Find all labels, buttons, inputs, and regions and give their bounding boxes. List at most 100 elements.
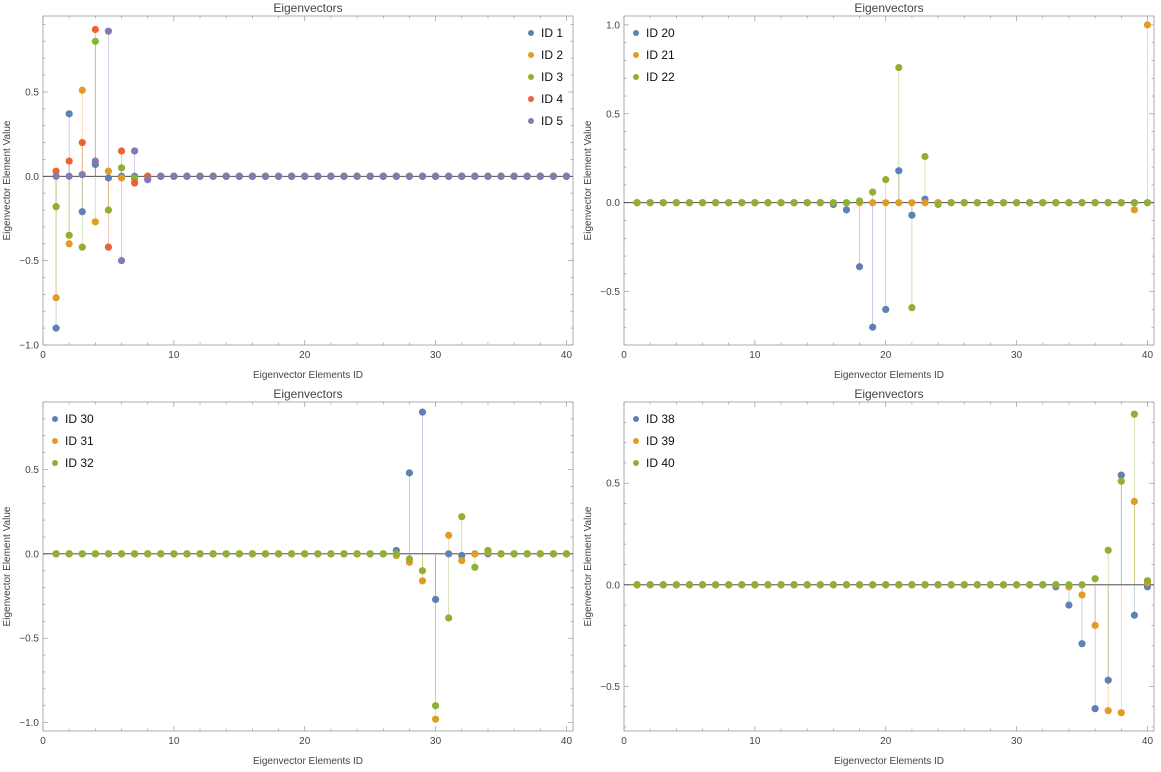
data-point <box>91 25 99 34</box>
data-point <box>855 263 864 271</box>
data-point <box>484 546 492 555</box>
data-point <box>908 581 916 589</box>
y-tick-label: 0.5 <box>25 465 39 476</box>
data-point <box>510 550 518 558</box>
data-point <box>65 240 73 248</box>
data-point <box>104 206 113 214</box>
data-point <box>1039 581 1047 589</box>
chart-svg-4: Eigenvectors Eigenvector Elements ID Eigen… <box>583 387 1155 767</box>
data-point <box>445 550 453 558</box>
x-tick-label: 20 <box>299 736 311 747</box>
data-point <box>895 581 903 589</box>
data-point <box>777 199 785 207</box>
data-point <box>1078 199 1086 207</box>
legend-label: ID 4 <box>541 92 563 106</box>
data-point <box>908 199 916 207</box>
data-point <box>288 550 296 558</box>
data-point <box>829 199 837 207</box>
legend-marker <box>528 118 534 124</box>
x-tick-label: 10 <box>749 736 761 747</box>
data-point <box>725 199 733 207</box>
data-point <box>91 550 99 558</box>
data-point <box>842 581 851 589</box>
legend-label: ID 1 <box>541 26 563 40</box>
data-point <box>445 531 453 539</box>
data-point <box>738 581 746 589</box>
data-point <box>222 172 230 180</box>
data-point <box>431 702 440 710</box>
x-tick-label: 20 <box>880 736 892 747</box>
data-point <box>842 199 851 207</box>
data-point <box>1065 199 1073 207</box>
legend-marker <box>528 74 534 80</box>
data-point <box>934 200 942 209</box>
data-point <box>65 231 73 239</box>
data-point <box>1117 477 1125 485</box>
data-point <box>392 172 400 180</box>
data-point <box>1091 575 1099 583</box>
data-point <box>999 581 1008 589</box>
plot-frame <box>623 15 1155 346</box>
data-point <box>523 550 531 558</box>
data-point <box>353 172 361 180</box>
y-tick-label: 0.5 <box>25 87 39 98</box>
x-tick-label: 30 <box>1011 350 1023 361</box>
data-point <box>882 305 890 314</box>
data-point <box>222 550 230 558</box>
data-point <box>751 199 759 207</box>
y-axis-label: Eigenvector Element Value <box>583 506 594 626</box>
x-tick-label: 0 <box>40 736 46 747</box>
data-point <box>1052 199 1060 207</box>
data-point <box>908 211 916 219</box>
data-point <box>78 86 86 94</box>
chart-title: Eigenvectors <box>273 387 342 401</box>
data-point <box>646 199 654 207</box>
data-point <box>484 172 492 180</box>
data-point <box>869 188 877 196</box>
data-point <box>405 172 414 180</box>
data-point <box>52 172 60 180</box>
x-tick-label: 10 <box>168 350 180 361</box>
x-tick-label: 40 <box>1142 350 1154 361</box>
data-point <box>183 172 191 180</box>
legend-marker <box>52 438 58 444</box>
data-point <box>934 581 942 589</box>
x-tick-label: 10 <box>749 350 761 361</box>
data-point <box>855 197 864 205</box>
x-tick-label: 30 <box>430 350 442 361</box>
chart-panel-1: Eigenvectors Eigenvector Elements ID Eigen… <box>0 0 580 386</box>
data-point <box>117 550 126 558</box>
legend-label: ID 3 <box>541 70 563 84</box>
data-point <box>816 581 824 589</box>
data-point <box>1065 601 1073 609</box>
plot-frame <box>623 401 1155 732</box>
x-tick-label: 40 <box>561 350 573 361</box>
data-point <box>418 577 427 585</box>
data-point <box>803 581 811 589</box>
x-tick-label: 0 <box>621 350 627 361</box>
legend-label: ID 39 <box>646 434 675 448</box>
data-point <box>431 172 440 180</box>
data-point <box>1052 581 1060 589</box>
data-point <box>196 550 204 558</box>
data-point <box>261 172 270 180</box>
data-point <box>738 199 746 207</box>
data-point <box>536 550 544 558</box>
data-point <box>986 199 995 207</box>
y-tick-label: 0.0 <box>25 549 39 560</box>
data-point <box>366 172 374 180</box>
data-point <box>895 167 903 175</box>
data-point <box>1130 206 1138 214</box>
data-point <box>842 206 851 214</box>
data-point <box>1143 199 1152 207</box>
data-point <box>921 581 929 589</box>
data-point <box>712 199 720 207</box>
data-point <box>196 172 204 180</box>
data-point <box>803 199 811 207</box>
x-tick-label: 0 <box>40 350 46 361</box>
data-point <box>78 138 86 147</box>
chart-panel-3: Eigenvectors Eigenvector Elements ID Eigen… <box>0 386 580 772</box>
legend-label: ID 22 <box>646 70 675 84</box>
chart-title: Eigenvectors <box>854 387 923 401</box>
